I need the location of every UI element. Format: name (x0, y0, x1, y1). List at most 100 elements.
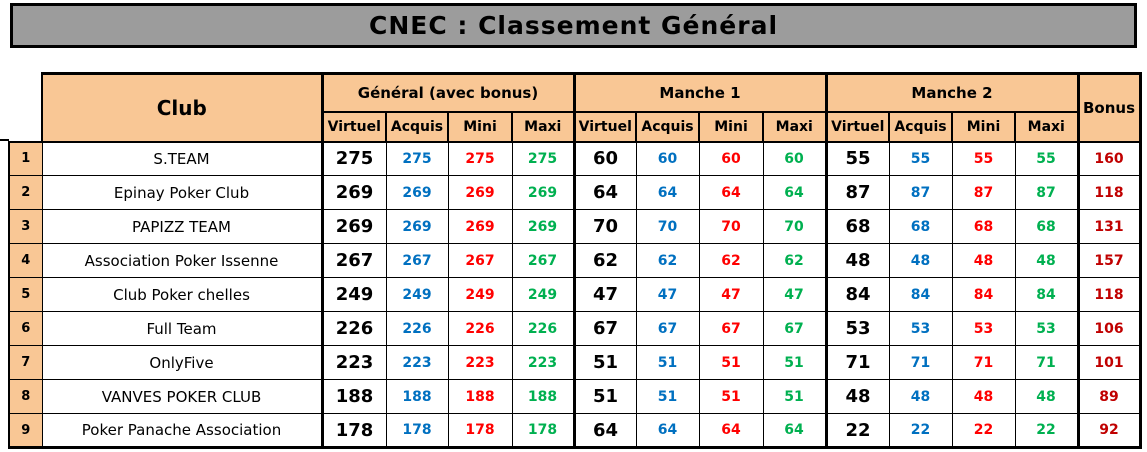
subheader-general-virtuel: Virtuel (320, 110, 387, 143)
manche1-mini-cell: 70 (698, 209, 764, 244)
rank-cell: 3 (8, 209, 43, 244)
general-mini-cell: 223 (447, 345, 513, 380)
bonus-cell: 157 (1076, 243, 1142, 278)
manche1-acquis-cell: 64 (635, 413, 700, 449)
manche1-mini-cell: 51 (698, 379, 764, 414)
rank-cell: 7 (8, 345, 43, 380)
manche1-virtuel-cell: 60 (572, 140, 637, 176)
manche2-maxi-cell: 84 (1014, 277, 1079, 312)
manche1-mini-cell: 64 (698, 175, 764, 210)
manche1-maxi-cell: 62 (762, 243, 827, 278)
manche2-virtuel-cell: 84 (824, 277, 890, 312)
table-row: 5 Club Poker chelles 249 249 249 249 47 … (8, 277, 1142, 312)
manche2-acquis-cell: 48 (888, 243, 953, 278)
manche2-maxi-cell: 48 (1014, 243, 1079, 278)
manche2-mini-cell: 48 (951, 243, 1016, 278)
general-mini-cell: 269 (447, 209, 513, 244)
table-row: 2 Epinay Poker Club 269 269 269 269 64 6… (8, 175, 1142, 210)
group-header-manche2: Manche 2 (824, 72, 1080, 113)
manche2-acquis-cell: 71 (888, 345, 953, 380)
group-header-manche1: Manche 1 (572, 72, 828, 113)
general-virtuel-cell: 188 (320, 379, 387, 414)
manche1-mini-cell: 62 (698, 243, 764, 278)
header-spacer (9, 111, 42, 142)
manche2-virtuel-cell: 48 (824, 379, 890, 414)
general-virtuel-cell: 178 (320, 413, 387, 449)
subheader-manche2-maxi: Maxi (1014, 110, 1079, 143)
manche2-mini-cell: 22 (951, 413, 1016, 449)
general-maxi-cell: 249 (511, 277, 575, 312)
manche1-maxi-cell: 70 (762, 209, 827, 244)
rank-cell: 4 (8, 243, 43, 278)
subheader-manche2-virtuel: Virtuel (824, 110, 890, 143)
bonus-cell: 101 (1076, 345, 1142, 380)
manche2-maxi-cell: 55 (1014, 140, 1079, 176)
general-mini-cell: 226 (447, 311, 513, 346)
manche2-maxi-cell: 87 (1014, 175, 1079, 210)
bonus-cell: 160 (1076, 140, 1142, 176)
subheader-general-acquis: Acquis (385, 110, 449, 143)
table-row: 6 Full Team 226 226 226 226 67 67 67 67 … (8, 311, 1142, 346)
manche2-maxi-cell: 22 (1014, 413, 1079, 449)
manche1-maxi-cell: 47 (762, 277, 827, 312)
general-virtuel-cell: 275 (320, 140, 387, 176)
manche2-virtuel-cell: 22 (824, 413, 890, 449)
subheader-general-maxi: Maxi (511, 110, 575, 143)
subheader-manche2-mini: Mini (951, 110, 1016, 143)
club-cell: Epinay Poker Club (41, 175, 323, 210)
subheader-manche1-mini: Mini (698, 110, 764, 143)
rank-cell: 2 (8, 175, 43, 210)
general-maxi-cell: 269 (511, 175, 575, 210)
general-maxi-cell: 226 (511, 311, 575, 346)
manche1-acquis-cell: 60 (635, 140, 700, 176)
table-row: 9 Poker Panache Association 178 178 178 … (8, 413, 1142, 449)
manche1-virtuel-cell: 70 (572, 209, 637, 244)
manche1-maxi-cell: 67 (762, 311, 827, 346)
table-row: 3 PAPIZZ TEAM 269 269 269 269 70 70 70 7… (8, 209, 1142, 244)
group-header-general: Général (avec bonus) (320, 72, 576, 113)
manche1-maxi-cell: 64 (762, 175, 827, 210)
bonus-cell: 131 (1076, 209, 1142, 244)
manche1-virtuel-cell: 62 (572, 243, 637, 278)
manche1-mini-cell: 51 (698, 345, 764, 380)
manche2-acquis-cell: 22 (888, 413, 953, 449)
subheader-manche2-acquis: Acquis (888, 110, 953, 143)
general-acquis-cell: 178 (385, 413, 449, 449)
manche1-virtuel-cell: 47 (572, 277, 637, 312)
ranking-table: Club Général (avec bonus) Manche 1 Manch… (8, 72, 1142, 449)
manche2-virtuel-cell: 53 (824, 311, 890, 346)
manche2-virtuel-cell: 71 (824, 345, 890, 380)
general-acquis-cell: 223 (385, 345, 449, 380)
general-mini-cell: 249 (447, 277, 513, 312)
manche2-maxi-cell: 48 (1014, 379, 1079, 414)
subheader-manche1-maxi: Maxi (762, 110, 827, 143)
manche1-virtuel-cell: 51 (572, 345, 637, 380)
general-mini-cell: 269 (447, 175, 513, 210)
manche1-maxi-cell: 51 (762, 345, 827, 380)
manche2-acquis-cell: 87 (888, 175, 953, 210)
manche2-virtuel-cell: 48 (824, 243, 890, 278)
manche1-virtuel-cell: 67 (572, 311, 637, 346)
club-cell: OnlyFive (41, 345, 323, 380)
manche1-mini-cell: 64 (698, 413, 764, 449)
manche2-mini-cell: 53 (951, 311, 1016, 346)
general-acquis-cell: 188 (385, 379, 449, 414)
general-maxi-cell: 275 (511, 140, 575, 176)
column-header-club: Club (41, 72, 324, 143)
general-virtuel-cell: 269 (320, 209, 387, 244)
gridline-tick (0, 139, 10, 141)
rank-cell: 1 (8, 140, 43, 176)
manche2-maxi-cell: 68 (1014, 209, 1079, 244)
club-cell: Association Poker Issenne (41, 243, 323, 278)
general-acquis-cell: 226 (385, 311, 449, 346)
title-bar: CNEC : Classement Général (10, 3, 1137, 48)
manche1-acquis-cell: 67 (635, 311, 700, 346)
rank-cell: 5 (8, 277, 43, 312)
general-acquis-cell: 269 (385, 175, 449, 210)
bonus-cell: 118 (1076, 277, 1142, 312)
general-maxi-cell: 178 (511, 413, 575, 449)
manche2-virtuel-cell: 87 (824, 175, 890, 210)
manche2-mini-cell: 55 (951, 140, 1016, 176)
manche1-acquis-cell: 64 (635, 175, 700, 210)
manche1-mini-cell: 60 (698, 140, 764, 176)
